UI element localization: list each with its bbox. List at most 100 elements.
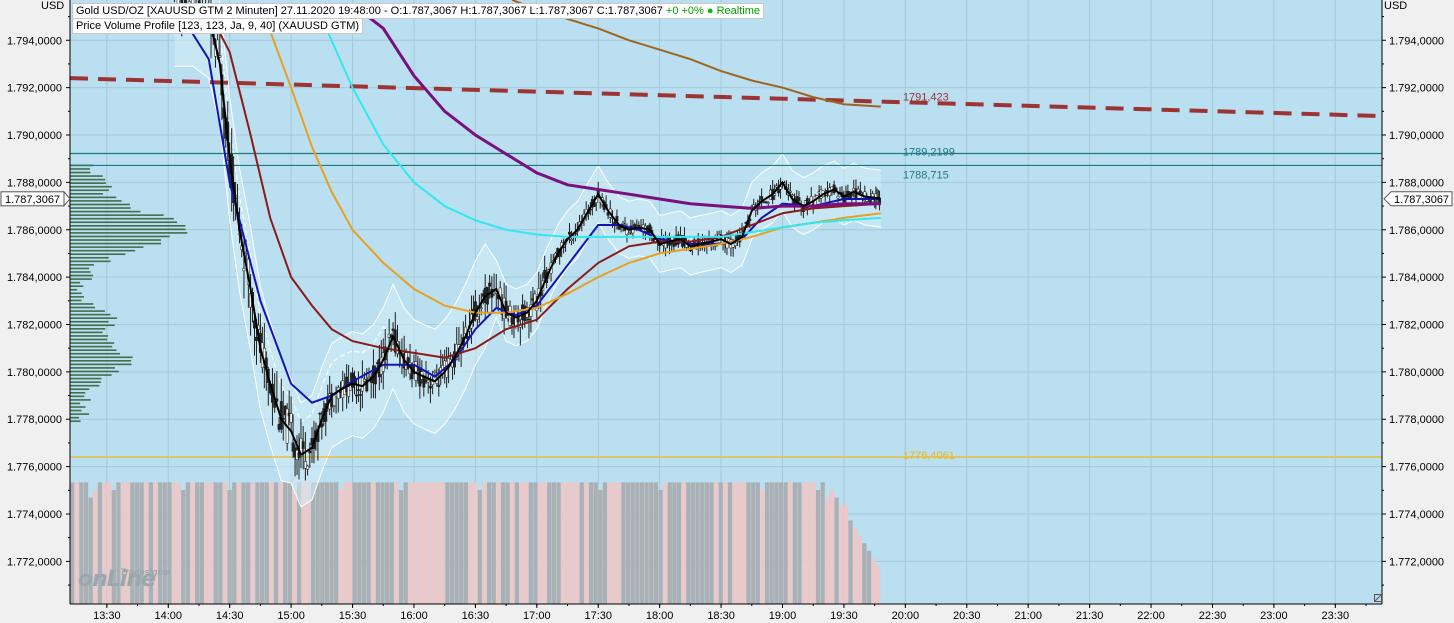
profile-bar — [70, 384, 100, 387]
volume-bar — [394, 482, 399, 604]
y-axis-left: 1.772,0000 1.774,0000 1.776,0000 1.778,0000… — [0, 0, 71, 604]
volume-bar — [681, 482, 686, 604]
profile-bar — [70, 317, 118, 319]
profile-bar — [70, 335, 108, 337]
y-tick-label-left: 1.792,0000 — [7, 83, 62, 95]
volume-bar — [204, 482, 209, 604]
profile-bar — [70, 331, 103, 334]
x-tick-label: 23:00 — [1260, 610, 1288, 622]
volume-bar — [301, 482, 306, 604]
candle-body — [332, 405, 336, 407]
volume-bar — [542, 482, 547, 604]
volume-bar — [426, 482, 431, 604]
last-price-arrow-left — [63, 190, 71, 208]
indicator-header[interactable]: Price Volume Profile [123, 123, Ja, 9, 4… — [72, 18, 364, 34]
volume-bar — [449, 482, 455, 604]
candle-body — [373, 370, 377, 385]
profile-bar — [70, 320, 109, 323]
volume-bar — [612, 482, 617, 604]
volume-bar — [241, 482, 246, 604]
logo-text: onLine — [78, 567, 156, 592]
profile-bar — [70, 395, 85, 398]
volume-bar — [537, 482, 543, 604]
y-tick-label-right: 1.782,0000 — [1389, 320, 1444, 332]
y-axis-left-unit: USD — [41, 0, 64, 12]
y-tick-label-left: 1.794,0000 — [7, 35, 62, 47]
volume-bar — [625, 482, 631, 604]
candle-body — [766, 202, 770, 204]
profile-bar — [70, 281, 80, 284]
series-line — [314, 4, 881, 238]
y-axis-right: 1.772,0000 1.774,0000 1.776,0000 1.778,0000… — [1381, 0, 1453, 604]
volume-bar — [690, 482, 696, 604]
volume-bar — [639, 482, 645, 604]
volume-bar — [588, 482, 594, 604]
volume-bar — [663, 482, 668, 604]
volume-bar — [83, 482, 89, 604]
profile-bar — [70, 420, 81, 423]
trend-line — [69, 76, 1383, 119]
candle-body — [303, 461, 307, 469]
volume-bar — [417, 482, 422, 604]
profile-bar — [70, 363, 132, 366]
profile-bar — [70, 171, 91, 174]
candle-body — [533, 293, 537, 306]
volume-bar — [185, 482, 191, 604]
volume-bars — [70, 482, 881, 604]
candle-body — [488, 282, 492, 287]
volume-bar — [834, 497, 839, 604]
x-tick-label: 17:30 — [584, 610, 612, 622]
x-tick-label: 15:00 — [277, 610, 305, 622]
volume-bar — [653, 482, 658, 604]
series-line — [204, 4, 881, 359]
volume-bar — [130, 482, 135, 604]
volume-bar — [811, 482, 816, 604]
volume-bar — [519, 482, 524, 604]
candle-body — [850, 194, 854, 196]
candle-body — [836, 196, 840, 199]
volume-bar — [310, 482, 316, 604]
profile-bar — [70, 345, 113, 348]
x-tick-label: 19:30 — [830, 610, 858, 622]
volume-bar — [255, 482, 260, 604]
moving-averages — [173, 0, 881, 457]
volume-bar — [273, 482, 279, 604]
volume-bar — [866, 550, 872, 604]
volume-bar — [783, 482, 788, 604]
price-line — [174, 3, 881, 457]
volume-bar — [79, 482, 84, 604]
profile-bar — [70, 310, 105, 312]
profile-bar — [70, 292, 82, 295]
profile-bar — [70, 210, 141, 213]
profile-bar — [70, 352, 121, 355]
profile-bar — [70, 207, 131, 209]
volume-bar — [88, 497, 93, 604]
y-tick-label-right: 1.776,0000 — [1389, 462, 1444, 474]
volume-bar — [320, 482, 325, 604]
last-price-tag-left: 1.787,3067 — [0, 190, 71, 208]
volume-bar — [97, 482, 103, 604]
volume-bar — [306, 482, 311, 604]
candle-body — [242, 268, 246, 272]
y-tick-label-right: 1.780,0000 — [1389, 367, 1444, 379]
volume-bar — [764, 482, 770, 604]
volume-bar — [788, 482, 793, 604]
series-line — [259, 4, 881, 314]
x-tick-label: 15:30 — [339, 610, 367, 622]
last-price-box-right — [1383, 191, 1453, 207]
volume-bar — [876, 566, 881, 604]
resize-corner-icon[interactable] — [1374, 594, 1382, 602]
x-tick-label: 21:00 — [1014, 610, 1042, 622]
y-tick-label-left: 1.776,0000 — [7, 462, 62, 474]
profile-bar — [70, 196, 117, 199]
profile-bar — [70, 391, 86, 394]
profile-bar — [70, 288, 78, 291]
realtime-status: Realtime — [716, 5, 761, 17]
candle-body — [255, 336, 258, 341]
volume-bar — [630, 482, 635, 604]
x-tick-label: 21:30 — [1076, 610, 1104, 622]
profile-bar — [70, 303, 94, 305]
candle-body — [355, 394, 358, 397]
